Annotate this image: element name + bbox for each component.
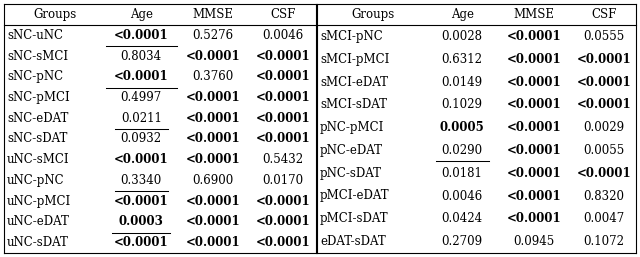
Text: <0.0001: <0.0001: [186, 153, 241, 166]
Text: <0.0001: <0.0001: [507, 30, 561, 43]
Text: <0.0001: <0.0001: [256, 195, 310, 208]
Text: 0.0029: 0.0029: [584, 121, 625, 134]
Text: MMSE: MMSE: [513, 8, 554, 21]
Text: 0.0055: 0.0055: [584, 144, 625, 157]
Text: 0.0046: 0.0046: [442, 189, 483, 203]
Text: <0.0001: <0.0001: [114, 236, 168, 249]
Text: <0.0001: <0.0001: [186, 112, 241, 125]
Text: 0.1029: 0.1029: [442, 98, 483, 111]
Text: <0.0001: <0.0001: [256, 236, 310, 249]
Text: sNC-eDAT: sNC-eDAT: [7, 112, 68, 125]
Text: 0.0170: 0.0170: [262, 174, 304, 187]
Text: <0.0001: <0.0001: [256, 133, 310, 145]
Text: 0.0290: 0.0290: [442, 144, 483, 157]
Text: sMCI-eDAT: sMCI-eDAT: [320, 76, 388, 88]
Text: CSF: CSF: [271, 8, 296, 21]
Text: <0.0001: <0.0001: [256, 215, 310, 228]
Text: <0.0001: <0.0001: [507, 98, 561, 111]
Text: <0.0001: <0.0001: [256, 112, 310, 125]
Text: 0.0181: 0.0181: [442, 167, 483, 180]
Text: <0.0001: <0.0001: [507, 121, 561, 134]
Text: <0.0001: <0.0001: [114, 70, 168, 83]
Text: 0.0005: 0.0005: [440, 121, 484, 134]
Text: pNC-pMCI: pNC-pMCI: [320, 121, 385, 134]
Text: <0.0001: <0.0001: [186, 215, 241, 228]
Text: <0.0001: <0.0001: [507, 53, 561, 66]
Text: 0.0046: 0.0046: [262, 29, 304, 42]
Text: pMCI-eDAT: pMCI-eDAT: [320, 189, 390, 203]
Text: 0.0047: 0.0047: [584, 212, 625, 225]
Text: <0.0001: <0.0001: [507, 76, 561, 88]
Text: CSF: CSF: [591, 8, 617, 21]
Text: pNC-eDAT: pNC-eDAT: [320, 144, 383, 157]
Text: <0.0001: <0.0001: [114, 153, 168, 166]
Text: sNC-sMCI: sNC-sMCI: [7, 50, 68, 63]
Text: Groups: Groups: [351, 8, 394, 21]
Text: <0.0001: <0.0001: [186, 50, 241, 63]
Text: pNC-sDAT: pNC-sDAT: [320, 167, 382, 180]
Text: <0.0001: <0.0001: [256, 50, 310, 63]
Text: 0.8034: 0.8034: [121, 50, 162, 63]
Text: 0.0424: 0.0424: [442, 212, 483, 225]
Text: 0.4997: 0.4997: [121, 91, 162, 104]
Text: <0.0001: <0.0001: [507, 167, 561, 180]
Text: MMSE: MMSE: [193, 8, 234, 21]
Text: <0.0001: <0.0001: [577, 76, 632, 88]
Text: 0.3760: 0.3760: [193, 70, 234, 83]
Text: pMCI-sDAT: pMCI-sDAT: [320, 212, 388, 225]
Text: 0.0211: 0.0211: [121, 112, 162, 125]
Text: sNC-pNC: sNC-pNC: [7, 70, 63, 83]
Text: <0.0001: <0.0001: [577, 167, 632, 180]
Text: sNC-pMCI: sNC-pMCI: [7, 91, 70, 104]
Text: <0.0001: <0.0001: [186, 195, 241, 208]
Text: <0.0001: <0.0001: [114, 195, 168, 208]
Text: uNC-sMCI: uNC-sMCI: [7, 153, 70, 166]
Text: 0.6312: 0.6312: [442, 53, 483, 66]
Text: 0.0932: 0.0932: [121, 133, 162, 145]
Text: 0.0149: 0.0149: [442, 76, 483, 88]
Text: <0.0001: <0.0001: [577, 98, 632, 111]
Text: sMCI-sDAT: sMCI-sDAT: [320, 98, 387, 111]
Text: sNC-uNC: sNC-uNC: [7, 29, 63, 42]
Text: sMCI-pNC: sMCI-pNC: [320, 30, 383, 43]
Text: <0.0001: <0.0001: [507, 212, 561, 225]
Text: <0.0001: <0.0001: [507, 144, 561, 157]
Text: 0.0028: 0.0028: [442, 30, 483, 43]
Text: uNC-eDAT: uNC-eDAT: [7, 215, 70, 228]
Text: <0.0001: <0.0001: [577, 53, 632, 66]
Text: 0.1072: 0.1072: [584, 235, 625, 248]
Text: <0.0001: <0.0001: [256, 91, 310, 104]
Text: 0.8320: 0.8320: [584, 189, 625, 203]
Text: uNC-pMCI: uNC-pMCI: [7, 195, 71, 208]
Text: <0.0001: <0.0001: [186, 133, 241, 145]
Text: Groups: Groups: [34, 8, 77, 21]
Text: <0.0001: <0.0001: [186, 91, 241, 104]
Text: Age: Age: [451, 8, 474, 21]
Text: 0.0945: 0.0945: [513, 235, 554, 248]
Text: <0.0001: <0.0001: [256, 70, 310, 83]
Text: 0.2709: 0.2709: [442, 235, 483, 248]
Text: 0.0555: 0.0555: [584, 30, 625, 43]
Text: 0.0003: 0.0003: [119, 215, 164, 228]
Text: 0.5432: 0.5432: [262, 153, 304, 166]
Text: uNC-pNC: uNC-pNC: [7, 174, 65, 187]
Text: uNC-sDAT: uNC-sDAT: [7, 236, 69, 249]
Text: Age: Age: [130, 8, 153, 21]
Text: 0.3340: 0.3340: [121, 174, 162, 187]
Text: sMCI-pMCI: sMCI-pMCI: [320, 53, 389, 66]
Text: <0.0001: <0.0001: [507, 189, 561, 203]
Text: 0.5276: 0.5276: [193, 29, 234, 42]
Text: <0.0001: <0.0001: [114, 29, 168, 42]
Text: <0.0001: <0.0001: [186, 236, 241, 249]
Text: eDAT-sDAT: eDAT-sDAT: [320, 235, 386, 248]
Text: 0.6900: 0.6900: [193, 174, 234, 187]
Text: sNC-sDAT: sNC-sDAT: [7, 133, 67, 145]
